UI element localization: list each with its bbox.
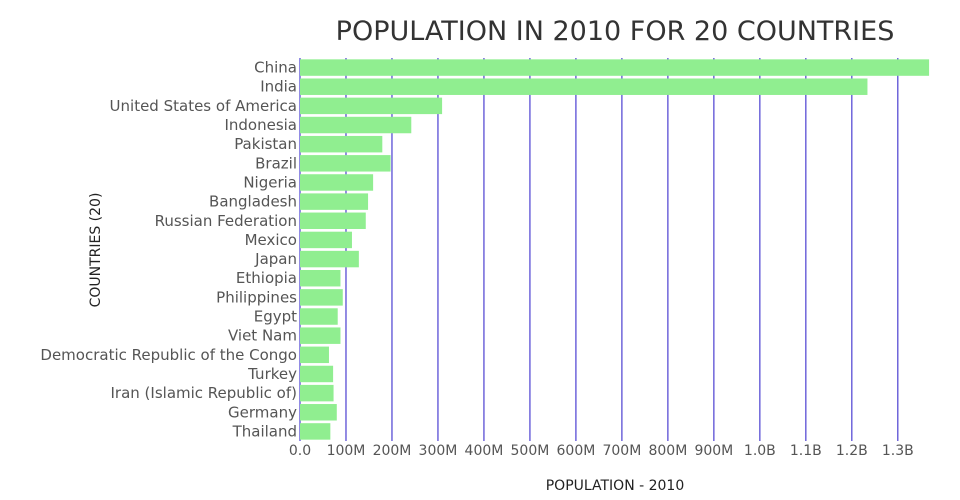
category-label: Russian Federation xyxy=(155,212,297,230)
category-label: Iran (Islamic Republic of) xyxy=(111,384,298,402)
category-label: Philippines xyxy=(216,288,297,306)
category-label: Thailand xyxy=(232,422,297,440)
category-label: China xyxy=(254,59,297,77)
bars xyxy=(300,59,930,440)
x-tick-labels: 0.0 100M 200M 300M 400M 500M 600M 700M 800M 900M 1… xyxy=(289,443,914,459)
bar-17[interactable] xyxy=(300,384,334,402)
x-tick-label: 500M xyxy=(511,443,550,459)
category-label: Viet Nam xyxy=(228,327,297,345)
bar-13[interactable] xyxy=(300,308,338,325)
x-tick-label: 700M xyxy=(602,443,641,459)
category-label: Brazil xyxy=(255,154,297,172)
x-tick-label: 400M xyxy=(465,443,504,459)
bar-7[interactable] xyxy=(300,193,369,210)
category-label: United States of America xyxy=(110,97,297,115)
bar-5[interactable] xyxy=(300,155,391,172)
bar-3[interactable] xyxy=(300,116,412,134)
bar-0[interactable] xyxy=(300,59,930,76)
category-label: Indonesia xyxy=(224,116,297,134)
bar-12[interactable] xyxy=(300,289,343,306)
category-label: Germany xyxy=(228,403,297,421)
category-label: Egypt xyxy=(254,308,297,326)
category-label: Ethiopia xyxy=(236,269,297,287)
bar-18[interactable] xyxy=(300,404,337,421)
category-label: Nigeria xyxy=(243,173,297,191)
bar-16[interactable] xyxy=(300,365,334,383)
x-tick-label: 900M xyxy=(694,443,733,459)
x-tick-label: 800M xyxy=(648,443,687,459)
bar-1[interactable] xyxy=(300,78,868,95)
bar-2[interactable] xyxy=(300,97,443,115)
category-label: Japan xyxy=(254,250,297,268)
gridlines xyxy=(299,58,899,441)
x-tick-label: 0.0 xyxy=(289,443,311,459)
bar-15[interactable] xyxy=(300,346,329,364)
bar-9[interactable] xyxy=(300,231,352,249)
y-axis-title: COUNTRIES (20) xyxy=(88,193,104,308)
x-tick-label: 1.1B xyxy=(790,443,822,459)
x-tick-label: 200M xyxy=(373,443,412,459)
bar-10[interactable] xyxy=(300,250,359,268)
x-tick-label: 1.0B xyxy=(744,443,776,459)
bar-14[interactable] xyxy=(300,327,341,344)
x-tick-label: 100M xyxy=(327,443,366,459)
bar-8[interactable] xyxy=(300,212,366,230)
category-label: Turkey xyxy=(247,365,297,383)
category-label: India xyxy=(260,78,297,96)
category-label: Mexico xyxy=(245,231,297,249)
x-tick-label: 1.2B xyxy=(836,443,868,459)
x-tick-label: 1.3B xyxy=(882,443,914,459)
bar-4[interactable] xyxy=(300,135,383,153)
x-tick-label: 300M xyxy=(419,443,458,459)
bar-6[interactable] xyxy=(300,174,374,191)
bar-11[interactable] xyxy=(300,269,341,287)
bar-19[interactable] xyxy=(300,423,331,440)
x-axis-title: POPULATION - 2010 xyxy=(546,478,685,494)
category-label: Democratic Republic of the Congo xyxy=(40,346,297,364)
x-tick-label: 600M xyxy=(557,443,596,459)
category-label: Bangladesh xyxy=(209,193,297,211)
category-label: Pakistan xyxy=(234,135,297,153)
chart-title: POPULATION IN 2010 FOR 20 COUNTRIES xyxy=(336,16,895,47)
